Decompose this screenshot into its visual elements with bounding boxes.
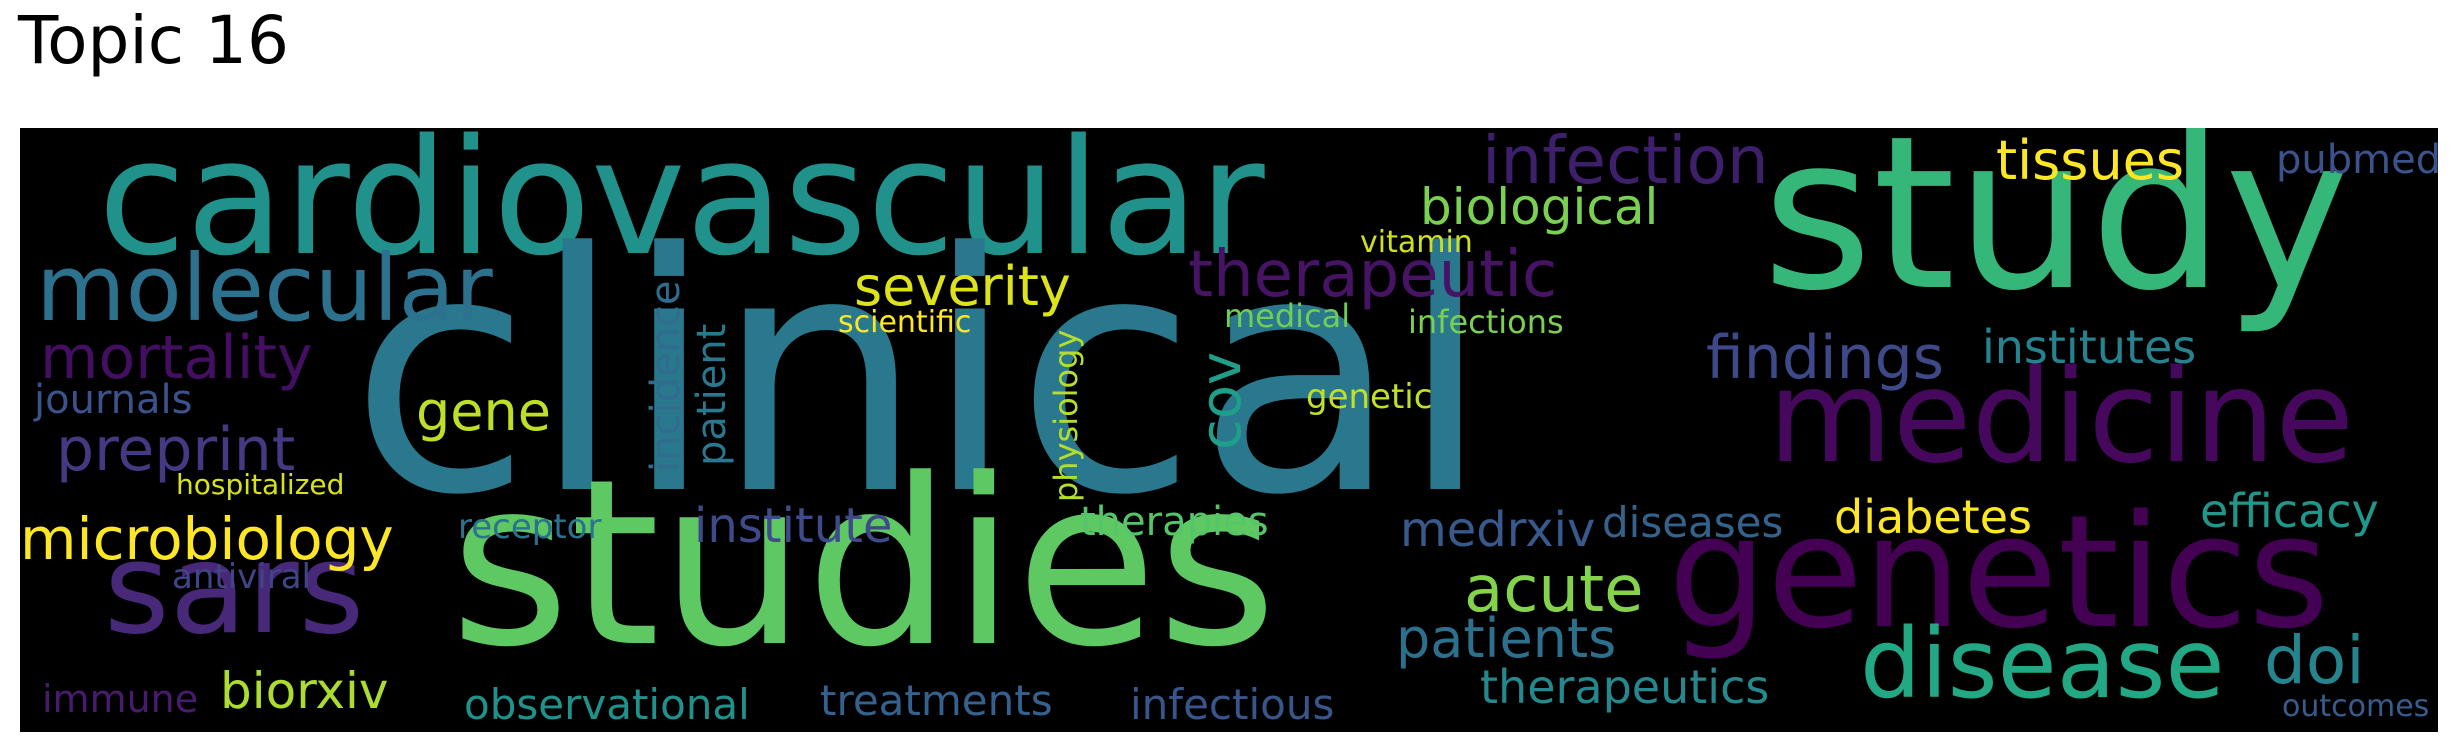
word-gene: gene [416, 380, 551, 443]
word-preprint: preprint [56, 415, 296, 485]
word-infectious: infectious [1130, 680, 1335, 729]
word-studies: studies [450, 431, 1278, 698]
word-incidence: incidence [643, 280, 689, 472]
word-disease: disease [1860, 608, 2225, 720]
word-treatments: treatments [820, 676, 1053, 725]
word-hospitalized: hospitalized [176, 468, 345, 501]
word-infection: infection [1482, 128, 1769, 199]
word-diseases: diseases [1602, 498, 1784, 547]
word-study: study [1762, 128, 2350, 337]
word-physiology: physiology [1047, 329, 1085, 502]
word-acute: acute [1464, 553, 1644, 627]
word-diabetes: diabetes [1834, 490, 2032, 544]
word-efficacy: efficacy [2200, 484, 2379, 538]
word-antiviral: antiviral [172, 557, 311, 597]
word-immune: immune [42, 677, 199, 721]
word-biological: biological [1420, 178, 1659, 236]
word-therapeutic: therapeutic [1188, 238, 1558, 312]
word-tissues: tissues [1996, 129, 2185, 192]
word-journals: journals [34, 377, 193, 423]
word-biorxiv: biorxiv [220, 662, 389, 720]
word-clinical: clinical [350, 183, 1491, 567]
word-outcomes: outcomes [2282, 689, 2430, 724]
word-sars: sars [104, 515, 365, 662]
page-title: Topic 16 [18, 2, 289, 79]
word-medical: medical [1224, 297, 1351, 335]
word-mortality: mortality [40, 323, 313, 393]
word-institute: institute [694, 498, 893, 554]
word-medicine: medicine [1768, 343, 2355, 492]
word-findings: findings [1706, 323, 1944, 393]
word-patient: patient [689, 323, 735, 466]
word-infections: infections [1408, 303, 1564, 341]
word-pubmed: pubmed [2276, 137, 2438, 183]
word-medrxiv: medrxiv [1400, 502, 1596, 558]
word-cov: cov [1189, 351, 1254, 450]
word-therapeutics: therapeutics [1480, 660, 1770, 714]
word-institutes: institutes [1982, 320, 2197, 374]
word-genetics: genetics [1668, 481, 2330, 663]
word-molecular: molecular [36, 235, 493, 342]
word-doi: doi [2264, 622, 2365, 699]
word-severity: severity [854, 255, 1071, 318]
word-receptor: receptor [458, 507, 602, 547]
word-microbiology: microbiology [20, 505, 394, 573]
word-patients: patients [1396, 607, 1617, 670]
word-scientific: scientific [838, 305, 972, 340]
word-cardiovascular: cardiovascular [98, 128, 1265, 291]
word-observational: observational [464, 680, 750, 729]
word-cloud: cardiovascular clinical study studies ge… [20, 128, 2438, 732]
word-genetic: genetic [1306, 377, 1433, 417]
word-therapies: therapies [1080, 499, 1269, 545]
word-vitamin: vitamin [1360, 225, 1473, 260]
